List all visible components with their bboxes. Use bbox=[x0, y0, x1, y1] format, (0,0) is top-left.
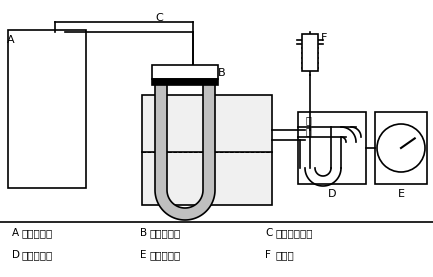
Text: B: B bbox=[140, 228, 147, 238]
Text: B: B bbox=[218, 68, 226, 78]
Text: D: D bbox=[12, 250, 20, 260]
Polygon shape bbox=[155, 80, 215, 220]
Text: 試料採取袋: 試料採取袋 bbox=[22, 228, 53, 238]
Bar bbox=[152, 65, 218, 79]
Text: F: F bbox=[321, 33, 327, 43]
Text: A: A bbox=[12, 228, 19, 238]
Text: C: C bbox=[155, 13, 163, 23]
Text: ガスメータ: ガスメータ bbox=[150, 250, 181, 260]
Text: D: D bbox=[328, 189, 336, 199]
Text: 又
は: 又 は bbox=[305, 115, 311, 137]
Bar bbox=[375, 112, 427, 184]
Text: E: E bbox=[397, 189, 404, 199]
Text: 試料濃縮管: 試料濃縮管 bbox=[150, 228, 181, 238]
Text: C: C bbox=[265, 228, 272, 238]
Text: E: E bbox=[140, 250, 146, 260]
Bar bbox=[298, 112, 366, 184]
Text: 吸引ポンプ: 吸引ポンプ bbox=[22, 250, 53, 260]
Text: F: F bbox=[265, 250, 271, 260]
Text: A: A bbox=[7, 35, 15, 45]
Bar bbox=[142, 95, 272, 205]
Bar bbox=[8, 30, 86, 188]
Bar bbox=[152, 79, 218, 85]
Text: 注射器: 注射器 bbox=[275, 250, 294, 260]
Bar bbox=[302, 34, 318, 71]
Text: ふっ素樹脂管: ふっ素樹脂管 bbox=[275, 228, 313, 238]
